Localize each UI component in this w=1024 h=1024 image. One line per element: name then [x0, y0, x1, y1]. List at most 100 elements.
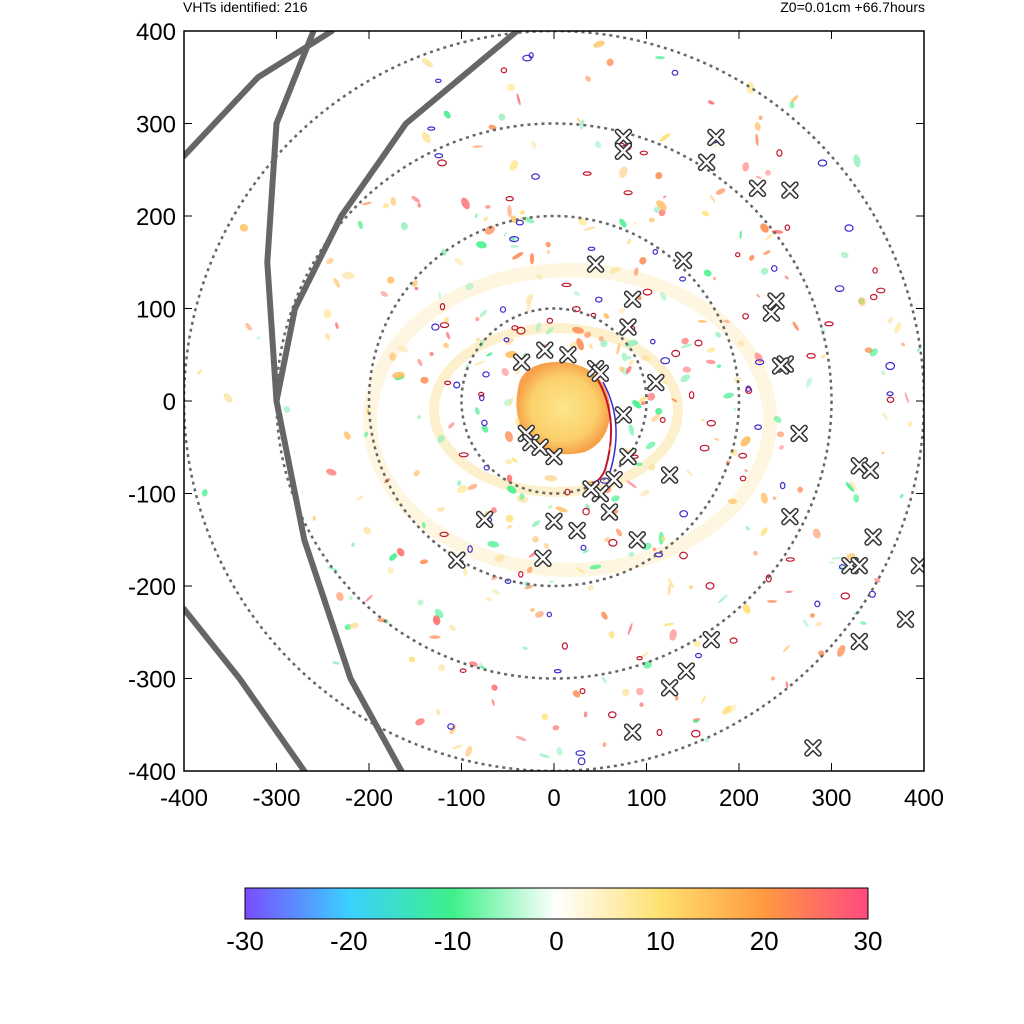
anomaly-blob: [828, 561, 835, 564]
anomaly-blob: [256, 336, 261, 340]
anomaly-blob: [476, 241, 487, 249]
vht-count-label: VHTs identified: 216: [183, 0, 308, 15]
field-layer: [197, 40, 950, 766]
anomaly-blob: [722, 705, 732, 715]
anomaly-blob: [336, 592, 344, 601]
anomaly-blob: [494, 554, 505, 563]
vht-marker: [623, 290, 642, 309]
anomaly-blob: [601, 611, 608, 620]
anomaly-blob: [556, 747, 563, 756]
x-tick-label: -100: [437, 785, 485, 812]
vht-marker-fill: [616, 130, 631, 145]
anomaly-blob: [465, 282, 474, 291]
vht-marker: [767, 292, 785, 310]
contour-blob: [739, 475, 747, 482]
contour-blob: [745, 385, 752, 392]
anomaly-blob: [615, 528, 623, 537]
anomaly-blob: [421, 58, 433, 68]
anomaly-blob: [618, 307, 626, 314]
contour-blob: [553, 669, 562, 674]
anomaly-blob: [549, 580, 554, 583]
anomaly-blob: [445, 331, 451, 340]
anomaly-blob: [674, 696, 679, 701]
vht-marker: [619, 318, 637, 336]
vht-marker: [534, 549, 552, 568]
anomaly-blob: [484, 225, 495, 235]
contour-blob: [607, 711, 617, 719]
anomaly-blob: [792, 321, 799, 331]
y-tick-label: 400: [136, 19, 176, 46]
anomaly-blob: [443, 342, 449, 349]
contour-blob: [694, 652, 702, 659]
anomaly-blob: [797, 486, 804, 493]
anomaly-blob: [524, 585, 534, 590]
vht-marker: [512, 353, 531, 371]
anomaly-blob: [506, 474, 513, 483]
colorbar-ticks: -30 -20 -10 0 10 20 30: [226, 926, 882, 956]
vht-marker-fill: [782, 509, 798, 524]
anomaly-blob: [883, 412, 888, 421]
anomaly-blob: [609, 266, 621, 274]
contour-blob: [745, 387, 753, 395]
vht-marker: [619, 447, 637, 466]
anomaly-blob: [742, 162, 750, 172]
anomaly-blob: [417, 202, 422, 208]
y-tick-label: 300: [136, 112, 176, 139]
contour-blob: [738, 452, 748, 459]
anomaly-blob: [417, 415, 421, 420]
anomaly-blob: [576, 117, 581, 123]
vht-marker: [623, 723, 642, 741]
anomaly-blob: [415, 718, 425, 726]
anomaly-blob: [625, 365, 632, 374]
anomaly-blob: [325, 332, 331, 341]
anomaly-blob: [503, 232, 507, 237]
contour-blob: [649, 338, 656, 345]
anomaly-blob: [362, 201, 372, 206]
contour-blob: [817, 159, 828, 167]
anomaly-blob: [545, 241, 551, 248]
anomaly-blob: [785, 590, 793, 594]
anomaly-blob: [604, 537, 611, 543]
vht-marker-fill: [569, 523, 585, 538]
anomaly-blob: [760, 527, 768, 536]
anomaly-blob: [755, 175, 762, 179]
colorbar-tick-label: 0: [549, 926, 563, 956]
contour-blob: [639, 150, 649, 156]
vht-marker: [536, 341, 554, 359]
anomaly-blob: [845, 482, 855, 492]
anomaly-blob: [474, 407, 480, 415]
anomaly-blob: [583, 226, 596, 231]
anomaly-blob: [475, 337, 481, 342]
vht-marker-fill: [593, 366, 608, 381]
contour-blob: [587, 246, 596, 251]
anomaly-blob: [619, 218, 627, 228]
contour-blob: [885, 361, 896, 371]
x-tick-label: 300: [811, 785, 851, 812]
anomaly-blob: [400, 222, 408, 231]
vht-marker: [762, 304, 781, 322]
anomaly-blob: [723, 319, 730, 324]
anomaly-blob: [417, 599, 424, 606]
anomaly-blob: [534, 611, 545, 618]
colorbar-tick-label: -10: [434, 926, 472, 956]
contour-blob: [840, 592, 851, 600]
range-ring-200: [367, 214, 741, 588]
anomaly-blob: [853, 154, 861, 168]
anomaly-blob: [858, 297, 866, 307]
contour-blob: [434, 153, 444, 159]
vht-marker: [804, 739, 822, 757]
anomaly-blob: [544, 475, 558, 482]
anomaly-blob: [438, 291, 442, 299]
anomaly-blob: [632, 400, 642, 409]
anomaly-blob: [429, 351, 434, 357]
anomaly-blob: [451, 744, 463, 750]
anomaly-blob: [765, 169, 771, 176]
anomaly-blob: [740, 436, 751, 447]
contour-blob: [594, 296, 603, 303]
anomaly-blob: [474, 213, 478, 219]
anomaly-blob: [487, 541, 500, 548]
anomaly-blob: [486, 352, 493, 357]
anomaly-blob: [485, 205, 491, 209]
anomaly-blob: [939, 372, 950, 380]
